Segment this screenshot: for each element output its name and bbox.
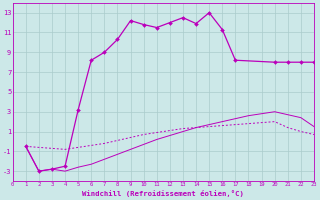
- X-axis label: Windchill (Refroidissement éolien,°C): Windchill (Refroidissement éolien,°C): [82, 190, 244, 197]
